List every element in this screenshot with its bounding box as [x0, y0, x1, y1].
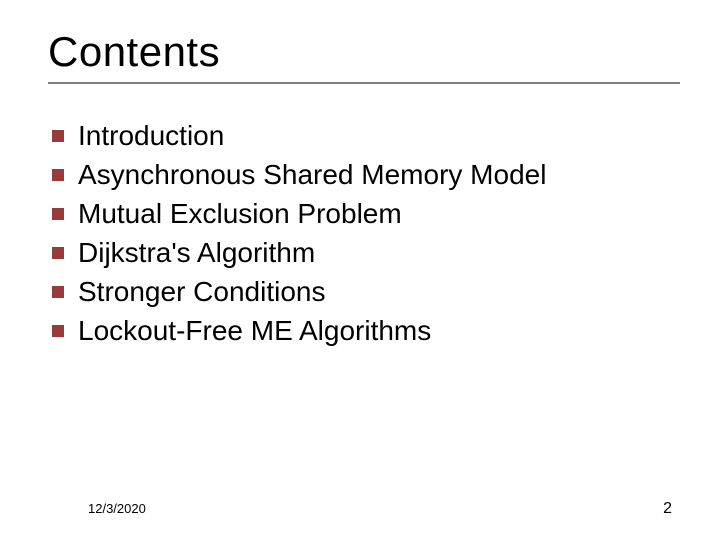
- square-bullet-icon: [52, 208, 64, 220]
- slide-container: Contents Introduction Asynchronous Share…: [0, 0, 720, 540]
- contents-list: Introduction Asynchronous Shared Memory …: [48, 118, 680, 348]
- list-item: Dijkstra's Algorithm: [52, 235, 680, 270]
- list-item: Lockout-Free ME Algorithms: [52, 313, 680, 348]
- slide-footer: 12/3/2020 2: [0, 500, 720, 518]
- square-bullet-icon: [52, 325, 64, 337]
- footer-date: 12/3/2020: [88, 501, 146, 516]
- title-underline: [48, 82, 680, 84]
- list-item: Mutual Exclusion Problem: [52, 196, 680, 231]
- footer-page-number: 2: [663, 500, 672, 518]
- list-item-text: Asynchronous Shared Memory Model: [78, 157, 546, 192]
- square-bullet-icon: [52, 286, 64, 298]
- square-bullet-icon: [52, 247, 64, 259]
- square-bullet-icon: [52, 169, 64, 181]
- slide-title: Contents: [48, 28, 680, 76]
- square-bullet-icon: [52, 130, 64, 142]
- list-item-text: Mutual Exclusion Problem: [78, 196, 402, 231]
- list-item-text: Lockout-Free ME Algorithms: [78, 313, 431, 348]
- list-item-text: Dijkstra's Algorithm: [78, 235, 315, 270]
- list-item-text: Stronger Conditions: [78, 274, 325, 309]
- list-item: Stronger Conditions: [52, 274, 680, 309]
- list-item: Introduction: [52, 118, 680, 153]
- list-item-text: Introduction: [78, 118, 224, 153]
- list-item: Asynchronous Shared Memory Model: [52, 157, 680, 192]
